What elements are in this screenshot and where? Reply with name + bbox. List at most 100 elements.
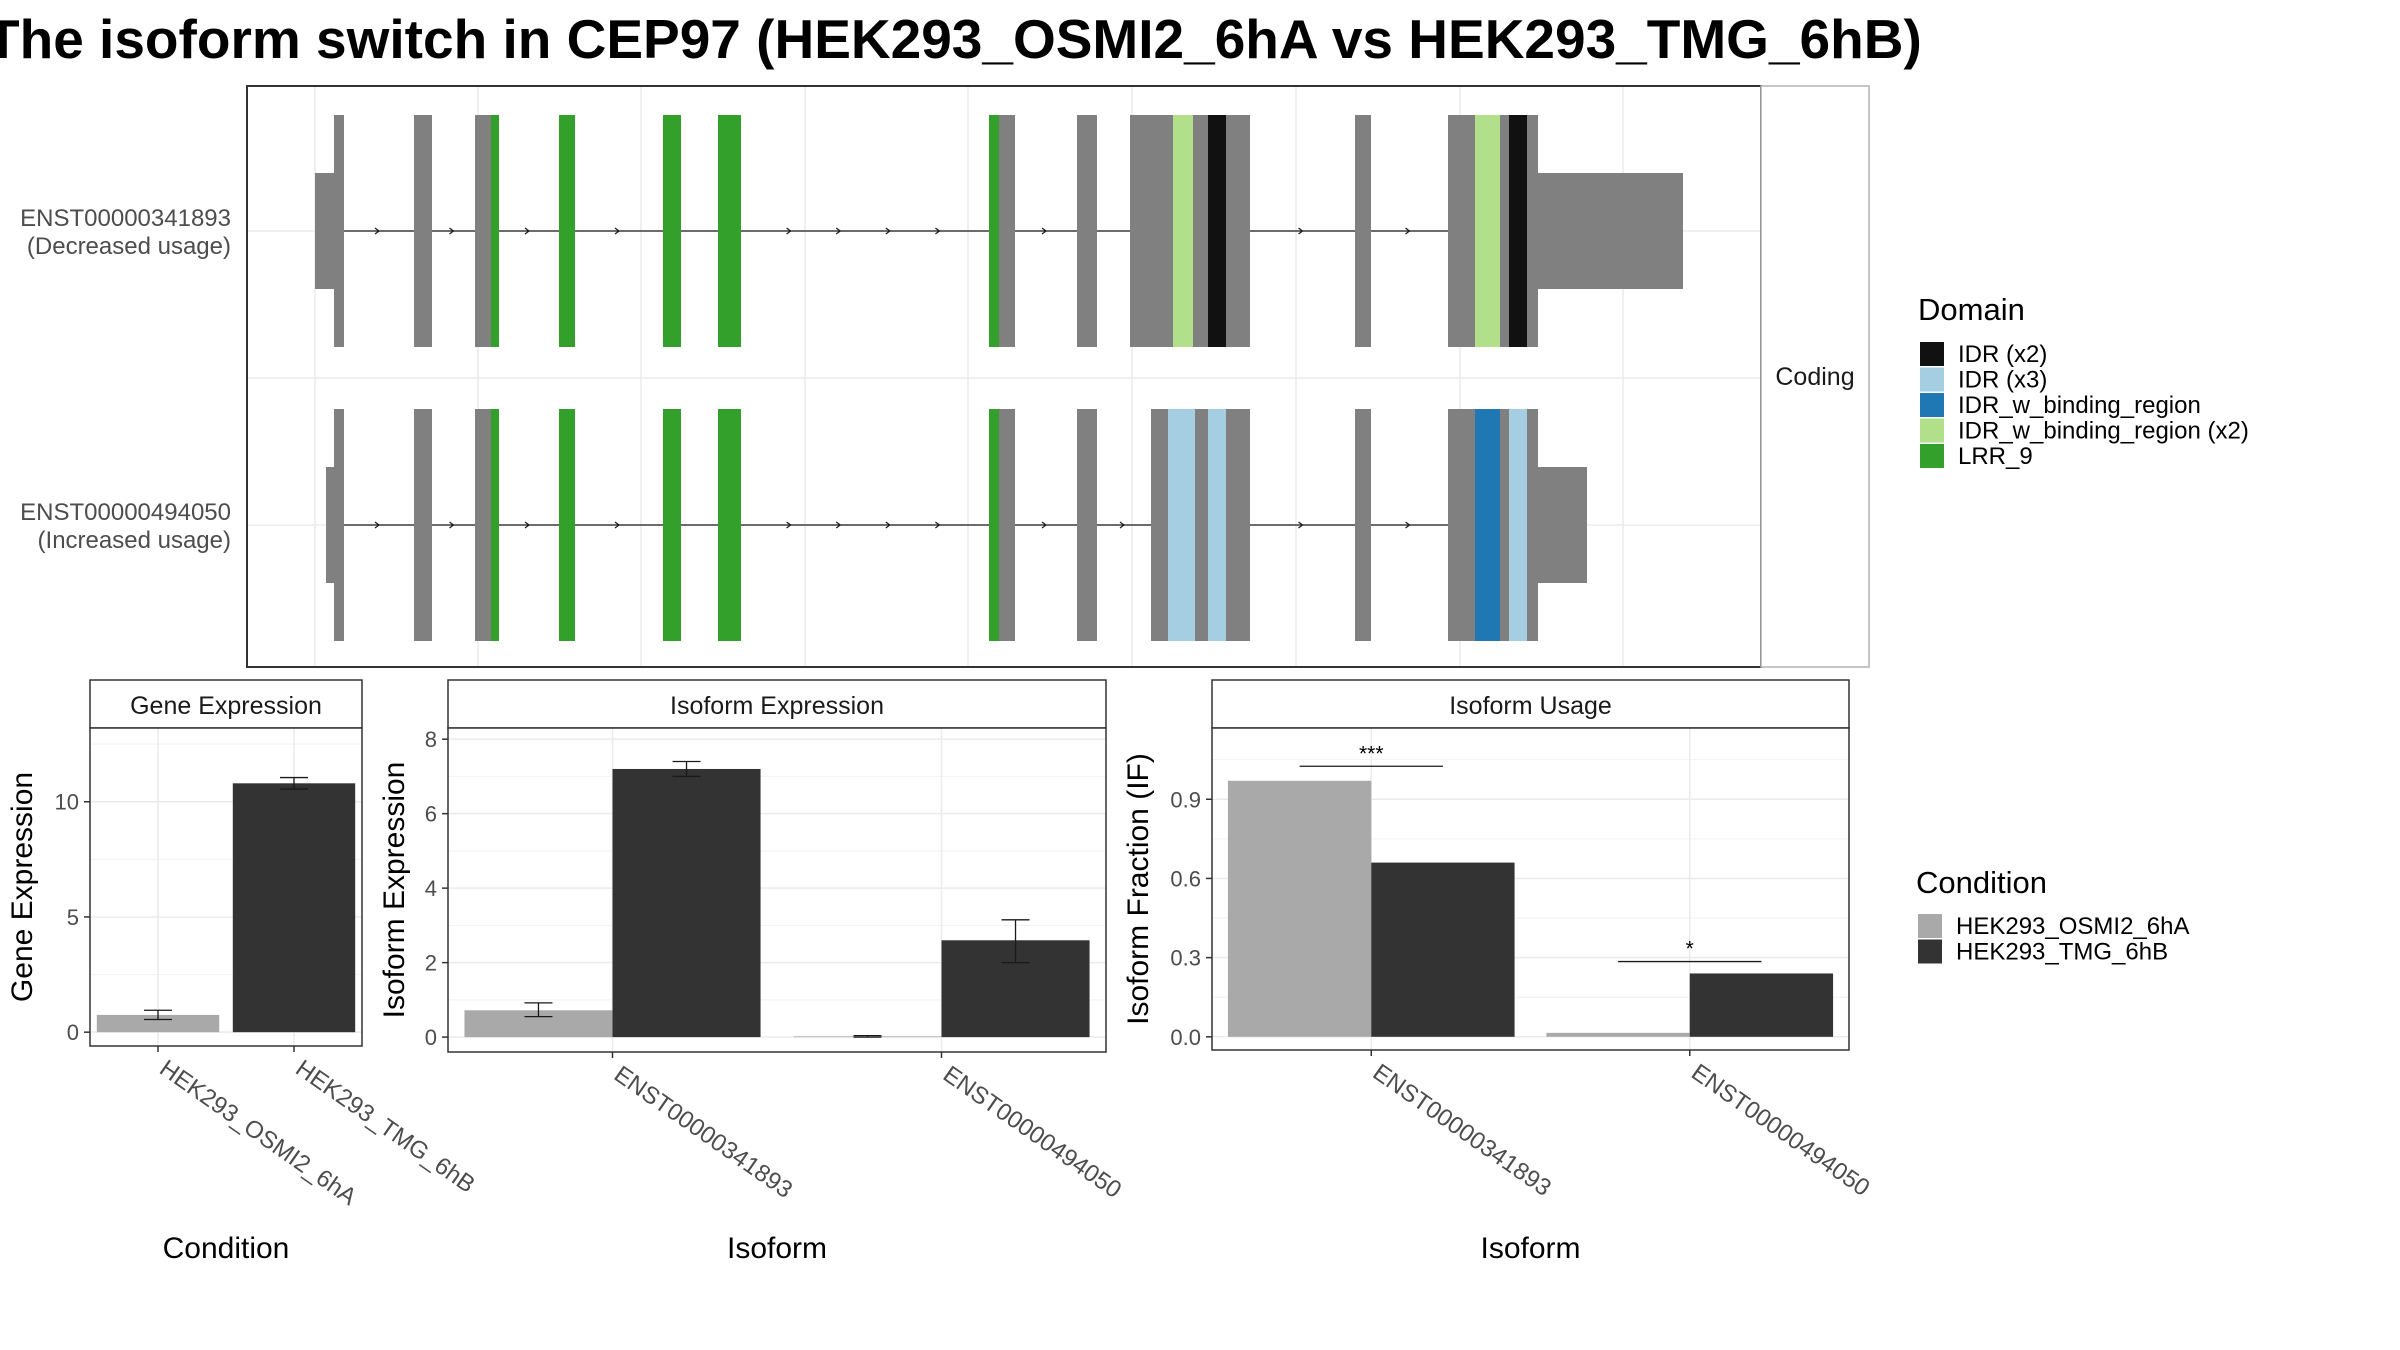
domain-legend-swatch [1920, 342, 1944, 366]
exon-box [1226, 409, 1250, 641]
intron-arrow [614, 521, 620, 529]
intron-arrow [1298, 521, 1304, 529]
panel-strip [89, 679, 363, 729]
utr5-box [315, 173, 334, 289]
intron-arrow [1041, 521, 1047, 529]
intron-arrow [1119, 521, 1125, 529]
intron-arrow [786, 227, 792, 235]
domain-legend-swatch [1920, 367, 1944, 392]
gene-expression-panel: Gene Expression0510HEK293_OSMI2_6hAHEK29… [6, 679, 480, 1265]
exon-box [1527, 115, 1538, 347]
transcript-sublabel: (Increased usage) [38, 527, 231, 554]
panel-strip [1211, 679, 1850, 729]
intron-arrow [1405, 227, 1411, 235]
exon-box [475, 115, 491, 347]
intron-arrow [1041, 227, 1047, 235]
isoform-expression-panel: Isoform Expression 0 2 4 6 8 ENST00000341893 EN… [378, 679, 1126, 1265]
domain-legend-label: LRR_9 [1958, 443, 2033, 470]
domain-idr_w_binding_region [1475, 409, 1500, 641]
transcript-ENST00000341893 [315, 115, 1683, 347]
condition-legend-swatch [1918, 914, 1942, 938]
exon-box [1130, 115, 1173, 347]
y-tick-label: 0 [425, 1025, 437, 1050]
domain-idr_x3 [1208, 409, 1226, 641]
intron-arrow [449, 227, 455, 235]
domain-lrr_9 [491, 115, 499, 347]
y-tick-label: 4 [425, 876, 437, 901]
transcript-label: ENST00000341893 [20, 205, 231, 232]
y-tick-label: 0 [67, 1020, 79, 1045]
intron-arrow [835, 521, 842, 529]
x-tick-label: ENST00000341893 [609, 1061, 797, 1204]
panel-border [447, 727, 1107, 1053]
utr3-box [1538, 173, 1683, 289]
intron-arrow [524, 227, 530, 235]
exon-box [1077, 409, 1097, 641]
domain-lrr_9 [718, 409, 741, 641]
domain-lrr_9 [663, 115, 681, 347]
transcript-label: ENST00000494050 [20, 499, 231, 526]
exon-box [414, 115, 432, 347]
intron-arrow [1405, 521, 1411, 529]
bar-tmg [1689, 973, 1834, 1037]
panel-border [89, 727, 363, 1047]
domain-legend-swatch [1920, 444, 1944, 468]
exon-box [1077, 115, 1097, 347]
exon-box [1355, 115, 1371, 347]
bar-osmi2 [1227, 780, 1372, 1037]
panel-strip-title: Isoform Usage [1449, 692, 1612, 720]
significance-label: *** [1359, 742, 1384, 765]
bar-osmi2 [1546, 1032, 1690, 1037]
x-axis-title: Isoform [1480, 1232, 1580, 1265]
exon-box [334, 115, 344, 347]
y-axis-title: Gene Expression [6, 772, 39, 1002]
domain-idr_x3 [1509, 409, 1527, 641]
intron-arrow [374, 227, 380, 235]
coding-strip-label: Coding [1775, 363, 1854, 391]
exon-box [414, 409, 432, 641]
exon-box [1448, 409, 1475, 641]
significance-label: * [1686, 938, 1694, 961]
panel-border [1211, 727, 1850, 1051]
panel-strip-title: Gene Expression [130, 692, 322, 720]
y-tick-label: 0.6 [1170, 866, 1201, 891]
transcript-sublabel: (Decreased usage) [27, 233, 231, 260]
domain-lrr_9 [718, 115, 741, 347]
domain-legend-label: IDR_w_binding_region [1958, 392, 2201, 419]
domain-lrr_9 [989, 115, 999, 347]
domain-legend-swatch [1920, 393, 1944, 417]
y-tick-label: 2 [425, 951, 437, 976]
domain-lrr_9 [663, 409, 681, 641]
exon-box [999, 115, 1015, 347]
domain-legend-title: Domain [1918, 292, 2025, 327]
bar-tmg [1371, 862, 1515, 1037]
exon-box [1226, 115, 1250, 347]
exon-box [475, 409, 491, 641]
y-tick-label: 0.3 [1170, 946, 1201, 971]
exon-box [1500, 115, 1509, 347]
panel-strip [447, 679, 1107, 729]
exon-box [1448, 115, 1475, 347]
condition-legend-title: Condition [1916, 865, 2047, 900]
domain-legend-label: IDR (x3) [1958, 367, 2047, 394]
utr3-box [1538, 467, 1587, 583]
y-tick-label: 5 [67, 905, 79, 930]
domain-legend: Domain IDR (x2)IDR (x3)IDR_w_binding_regi… [1918, 292, 2249, 470]
domain-legend-label: IDR (x2) [1958, 341, 2047, 368]
exon-box [1527, 409, 1538, 641]
intron-arrow [786, 521, 792, 529]
figure-title: The isoform switch in CEP97 (HEK293_OSMI… [0, 8, 1922, 70]
exon-box [1151, 409, 1168, 641]
bar-osmi2 [96, 1014, 220, 1033]
domain-lrr_9 [559, 409, 575, 641]
y-tick-label: 0.9 [1170, 787, 1201, 812]
domain-legend-swatch [1920, 418, 1944, 443]
transcript-structure-panel: ENST00000341893(Decreased usage) ENST0000… [20, 85, 1870, 668]
domain-idr_w_binding_region_x2 [1475, 115, 1500, 347]
y-axis-title: Isoform Fraction (IF) [1122, 753, 1155, 1025]
x-tick-label: ENST00000494050 [938, 1061, 1126, 1204]
exon-box [1500, 409, 1509, 641]
exon-box [334, 409, 344, 641]
